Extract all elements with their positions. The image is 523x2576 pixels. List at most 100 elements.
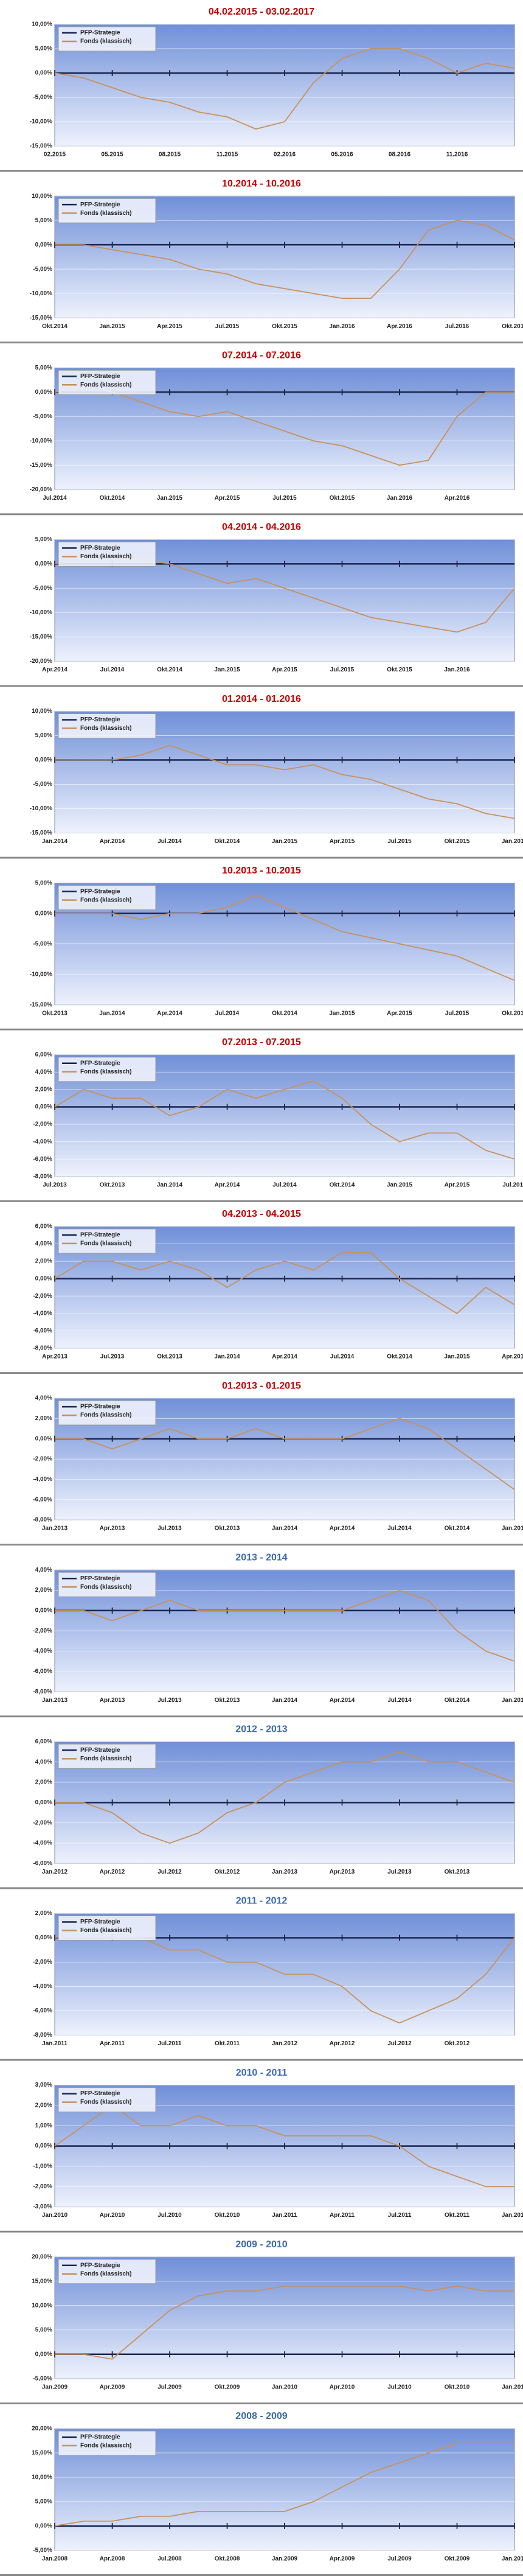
x-tick-label: Jul.2013: [158, 1697, 182, 1704]
x-tick-label: Jul.2012: [387, 2040, 412, 2047]
x-tick-label: 08.2015: [159, 152, 181, 158]
x-tick-label: Jan.2014: [214, 1354, 240, 1360]
series-line: [55, 1589, 515, 1662]
x-tick-label: Jan.2013: [42, 1697, 68, 1704]
legend-label: Fonds (klassisch): [80, 2099, 131, 2105]
y-tick-label: 5,00%: [35, 46, 52, 52]
x-tick-label: 11.2015: [216, 152, 238, 158]
x-tick-label: Apr.2013: [42, 1354, 68, 1360]
x-tick-label: Okt.2008: [215, 2556, 240, 2563]
x-tick-label: Okt.2015: [272, 323, 297, 330]
y-tick-label: 4,00%: [35, 1567, 52, 1573]
chart-title: 01.2013 - 01.2015: [222, 1381, 301, 1391]
y-tick-label: -10,00%: [30, 805, 52, 812]
chart-panel: 10.2014 - 10.2016 10,00% 5,00% 0,00% -5,00% -…: [0, 172, 523, 344]
x-tick-label: Apr.2015: [330, 838, 355, 845]
legend-label: Fonds (klassisch): [80, 38, 131, 45]
y-tick-label: 10,00%: [32, 708, 52, 715]
y-tick-label: -15,00%: [30, 634, 52, 640]
y-tick-label: 10,00%: [32, 193, 52, 200]
series-line: [54, 2442, 514, 2527]
x-tick-label: Apr.2014: [330, 1525, 355, 1532]
x-tick-label: Apr.2008: [100, 2556, 125, 2563]
x-tick-label: Jan.2015: [387, 1181, 413, 1188]
y-tick-label: -2,00%: [33, 1959, 52, 1965]
x-tick-label: Jan.2014: [99, 1010, 125, 1017]
legend-label: Fonds (klassisch): [80, 1584, 131, 1591]
legend-label: PFP-Strategie: [80, 888, 120, 895]
x-tick-label: Jul.2009: [387, 2556, 412, 2563]
y-tick-label: -4,00%: [33, 1138, 52, 1145]
x-tick-label: Jul.2014: [272, 1181, 297, 1188]
y-tick-label: 5,00%: [35, 880, 52, 886]
y-tick-label: -15,00%: [30, 462, 52, 469]
chart-panel: 04.02.2015 - 03.02.2017 10,00% 5,00% 0,00% -…: [0, 0, 523, 172]
y-tick-label: 0,00%: [35, 910, 52, 917]
x-tick-label: Jan.2013: [42, 1525, 68, 1532]
y-tick-label: -8,00%: [33, 1689, 52, 1695]
x-tick-label: Jan.2012: [502, 2212, 523, 2219]
x-tick-label: 02.2015: [44, 152, 66, 158]
chart-title: 07.2014 - 07.2016: [222, 350, 301, 360]
chart-panel: 2011 - 2012 2,00% 0,00% -2,00% -4,00% -6,00% -…: [0, 1889, 523, 2061]
x-tick-label: Jan.2012: [42, 1869, 68, 1875]
x-tick-label: Jan.2016: [387, 495, 413, 502]
legend-label: PFP-Strategie: [80, 201, 120, 208]
chart-title: 2008 - 2009: [235, 2411, 288, 2421]
x-tick-label: Okt.2015: [502, 1010, 523, 1017]
legend-label: PFP-Strategie: [80, 1232, 120, 1239]
y-tick-label: -6,00%: [33, 1860, 52, 1867]
x-tick-label: Jul.2014: [387, 1525, 412, 1532]
x-tick-label: Apr.2015: [445, 1181, 470, 1188]
x-tick-label: Apr.2014: [215, 1181, 240, 1188]
y-tick-label: 0,00%: [35, 561, 52, 567]
x-tick-label: Jan.2008: [42, 2556, 68, 2563]
x-tick-label: Jan.2010: [42, 2212, 68, 2219]
y-tick-label: 0,00%: [35, 1275, 52, 1282]
y-tick-label: -6,00%: [33, 1156, 52, 1163]
x-tick-label: Jan.2010: [502, 2556, 523, 2563]
x-tick-label: Apr.2010: [330, 2384, 355, 2390]
y-tick-label: -4,00%: [33, 1310, 52, 1317]
x-tick-label: Okt.2014: [100, 495, 125, 502]
x-tick-label: Jan.2015: [99, 323, 125, 330]
x-tick-label: Jul.2012: [158, 1869, 182, 1875]
y-tick-label: 0,00%: [35, 70, 52, 77]
x-tick-label: 05.2015: [101, 152, 123, 158]
y-tick-label: 3,00%: [35, 2082, 52, 2088]
x-tick-label: Jul.2013: [158, 1525, 182, 1532]
y-tick-label: 6,00%: [35, 1051, 52, 1058]
legend-box: [58, 1572, 156, 1597]
y-tick-label: -10,00%: [30, 119, 52, 125]
x-tick-label: Jul.2011: [388, 2212, 412, 2219]
x-tick-label: Okt.2013: [215, 1697, 240, 1704]
y-tick-label: 0,00%: [35, 757, 52, 763]
y-tick-label: 2,00%: [35, 2102, 52, 2109]
legend-box: [58, 2431, 156, 2456]
x-tick-label: Jan.2011: [42, 2040, 68, 2047]
y-tick-label: 5,00%: [35, 2326, 52, 2333]
y-tick-label: 5,00%: [35, 2499, 52, 2505]
y-tick-label: -6,00%: [33, 1328, 52, 1334]
legend-label: Fonds (klassisch): [80, 2270, 131, 2277]
series-line: [54, 1251, 515, 1314]
y-tick-label: -2,00%: [33, 1819, 52, 1826]
x-tick-label: Okt.2015: [445, 838, 470, 845]
x-tick-label: Jul.2011: [158, 2040, 182, 2047]
y-tick-label: -10,00%: [30, 290, 52, 297]
y-tick-label: 6,00%: [35, 1223, 52, 1230]
x-tick-label: Apr.2009: [330, 2556, 355, 2563]
legend-box: [58, 369, 156, 395]
y-tick-label: 0,00%: [35, 1799, 52, 1806]
x-tick-label: Jan.2010: [272, 2384, 298, 2390]
x-tick-label: Jan.2015: [329, 1010, 355, 1017]
x-tick-label: Okt.2013: [157, 1354, 182, 1360]
y-tick-label: 20,00%: [32, 2426, 52, 2432]
x-tick-label: Okt.2013: [445, 1869, 470, 1875]
y-tick-label: -3,00%: [33, 2203, 52, 2210]
legend-label: PFP-Strategie: [80, 30, 120, 37]
x-tick-label: Jan.2015: [444, 1354, 470, 1360]
y-tick-label: 1,00%: [35, 2123, 52, 2129]
x-tick-label: Okt.2009: [445, 2556, 470, 2563]
